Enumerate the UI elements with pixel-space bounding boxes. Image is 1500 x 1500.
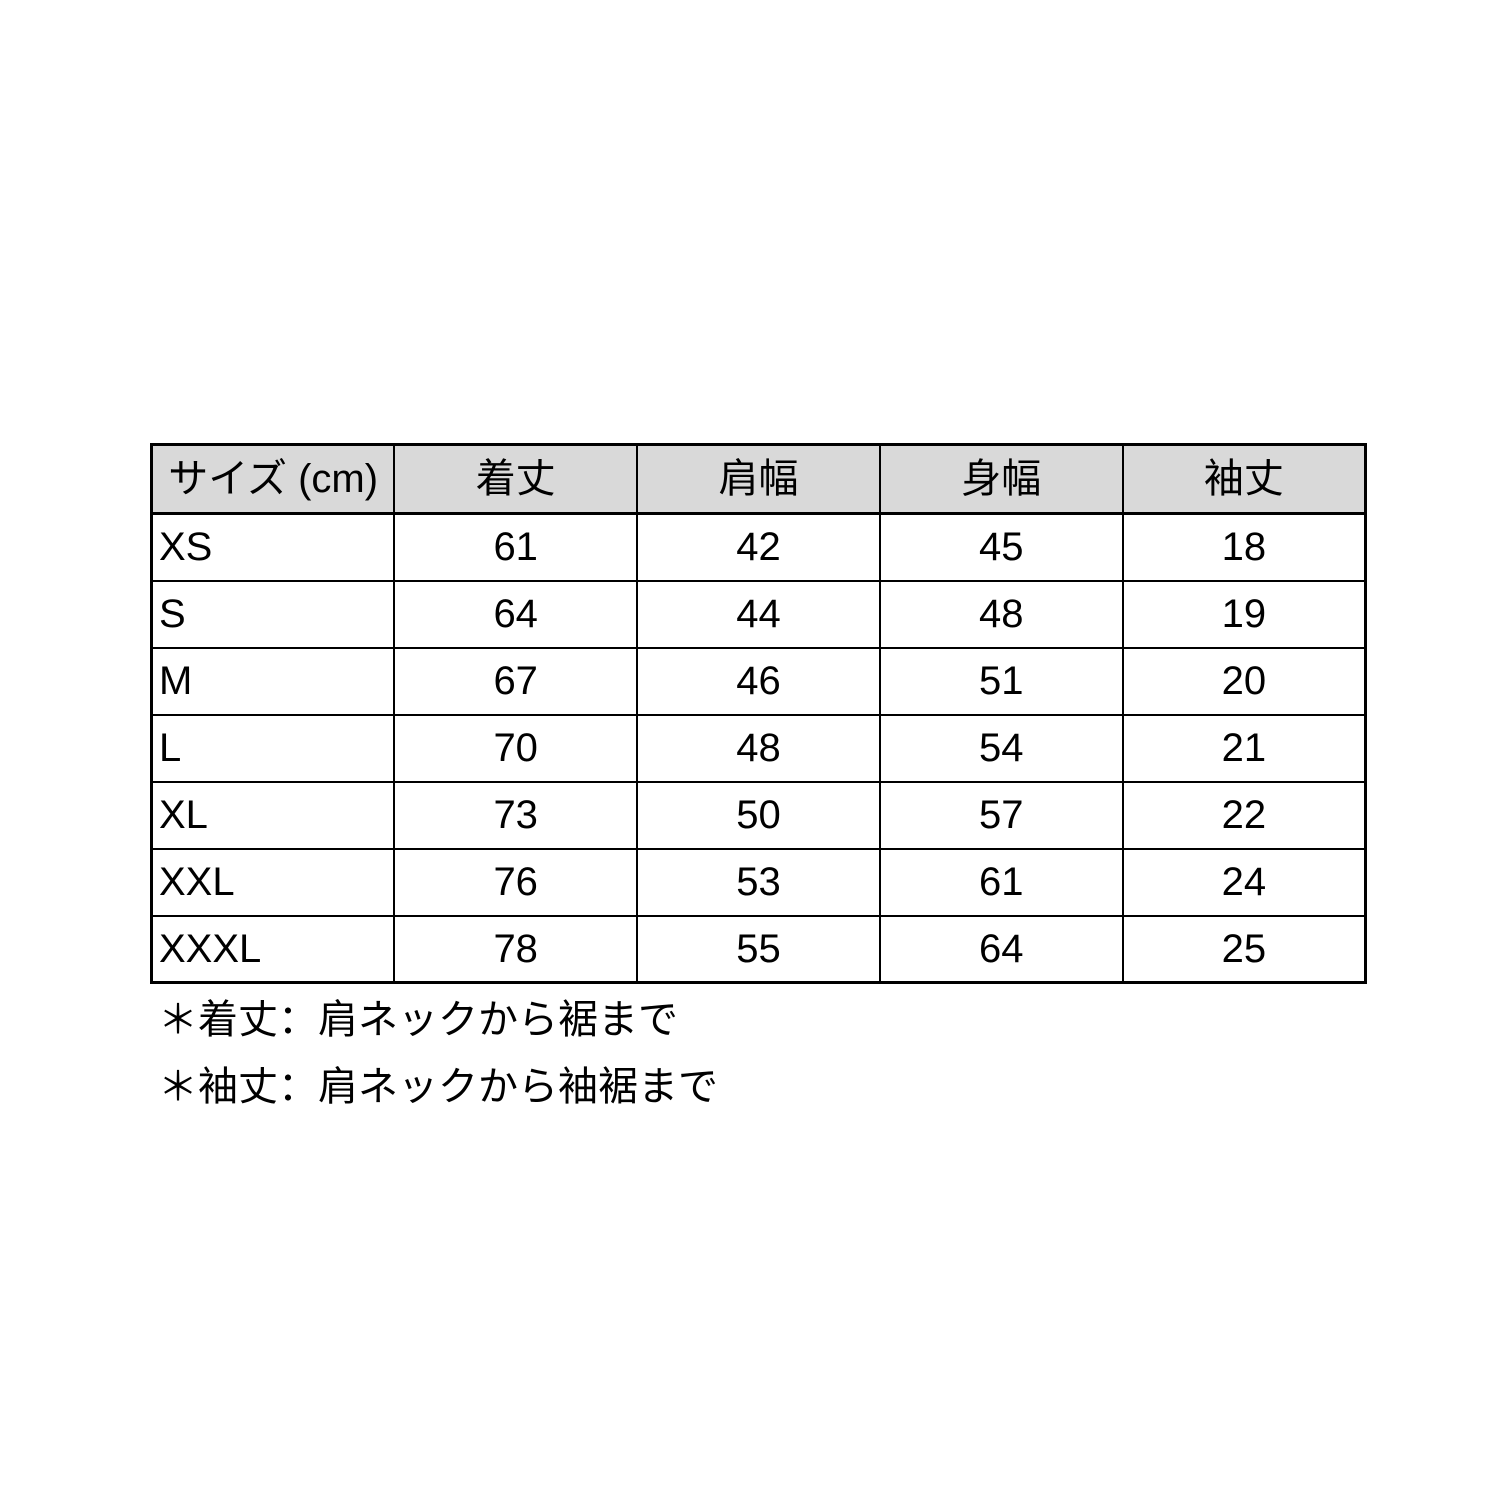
measurement-value: 57 xyxy=(878,780,1124,850)
measurement-value: 54 xyxy=(878,713,1124,783)
measurement-value: 22 xyxy=(1121,780,1367,850)
table-row: S 64 44 48 19 xyxy=(150,579,1367,649)
table-row: XS 61 42 45 18 xyxy=(150,512,1367,582)
measurement-value: 48 xyxy=(636,713,881,783)
measurement-value: 24 xyxy=(1121,847,1367,917)
measurement-value: 25 xyxy=(1121,914,1367,984)
measurement-value: 73 xyxy=(393,780,639,850)
size-label: L xyxy=(150,713,396,783)
table-row: M 67 46 51 20 xyxy=(150,646,1367,716)
table-row: XL 73 50 57 22 xyxy=(150,780,1367,850)
size-table-body: XS 61 42 45 18 S 64 44 48 19 M 67 46 51 20 L 70 48 54 21 XL 7… xyxy=(150,512,1367,984)
table-row: XXXL 78 55 64 25 xyxy=(150,914,1367,984)
size-label: XXXL xyxy=(150,914,396,984)
size-table: サイズ (cm) 着丈 肩幅 身幅 袖丈 XS 61 42 45 18 S 64 44 48 19… xyxy=(150,443,1367,984)
note-sleeve-length: ＊袖丈：肩ネックから袖裾まで xyxy=(158,1065,718,1109)
measurement-value: 21 xyxy=(1121,713,1367,783)
measurement-value: 46 xyxy=(636,646,881,716)
table-row: XXL 76 53 61 24 xyxy=(150,847,1367,917)
header-row: サイズ (cm) 着丈 肩幅 身幅 袖丈 xyxy=(150,443,1367,515)
header-sleeve-length: 袖丈 xyxy=(1121,443,1367,515)
size-label: XS xyxy=(150,512,396,582)
header-size-cm: サイズ (cm) xyxy=(150,443,396,515)
measurement-value: 45 xyxy=(878,512,1124,582)
measurement-value: 76 xyxy=(393,847,639,917)
size-label: XL xyxy=(150,780,396,850)
measurement-value: 78 xyxy=(393,914,639,984)
measurement-value: 64 xyxy=(393,579,639,649)
measurement-value: 50 xyxy=(636,780,881,850)
header-shoulder-width: 肩幅 xyxy=(636,443,881,515)
measurement-value: 20 xyxy=(1121,646,1367,716)
table-row: L 70 48 54 21 xyxy=(150,713,1367,783)
measurement-value: 48 xyxy=(878,579,1124,649)
header-chest-width: 身幅 xyxy=(878,443,1124,515)
measurement-value: 61 xyxy=(393,512,639,582)
measurement-value: 44 xyxy=(636,579,881,649)
size-label: XXL xyxy=(150,847,396,917)
measurement-value: 64 xyxy=(878,914,1124,984)
header-body-length: 着丈 xyxy=(393,443,639,515)
measurement-value: 55 xyxy=(636,914,881,984)
measurement-value: 51 xyxy=(878,646,1124,716)
measurement-value: 18 xyxy=(1121,512,1367,582)
size-label: S xyxy=(150,579,396,649)
measurement-value: 67 xyxy=(393,646,639,716)
measurement-value: 70 xyxy=(393,713,639,783)
measurement-value: 53 xyxy=(636,847,881,917)
size-label: M xyxy=(150,646,396,716)
measurement-value: 19 xyxy=(1121,579,1367,649)
measurement-value: 61 xyxy=(878,847,1124,917)
measurement-value: 42 xyxy=(636,512,881,582)
note-body-length: ＊着丈：肩ネックから裾まで xyxy=(158,998,678,1042)
